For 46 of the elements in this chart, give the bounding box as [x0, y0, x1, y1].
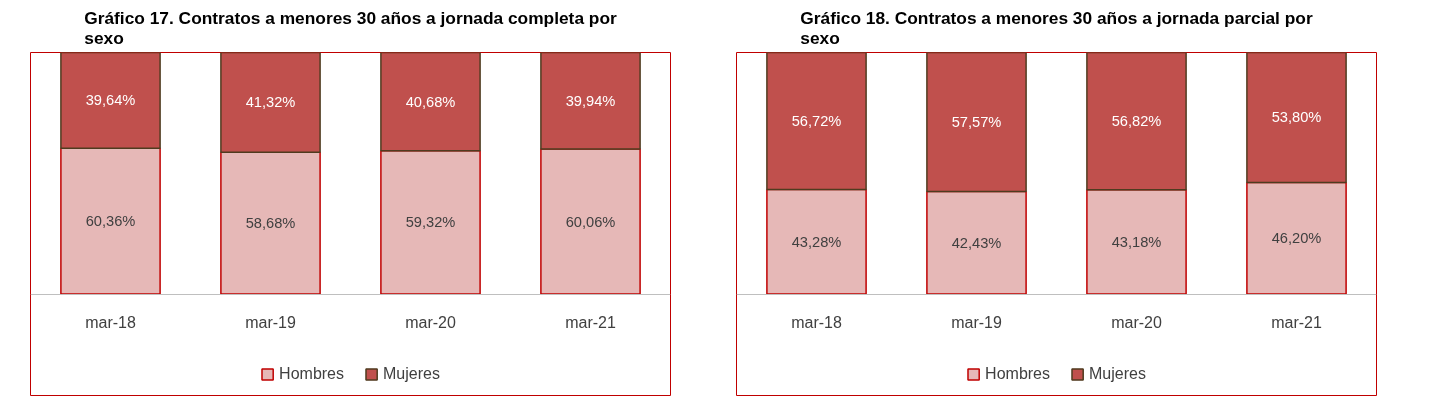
x-tick-label: mar-19 — [245, 314, 296, 332]
bar — [380, 150, 481, 295]
chart-title: Gráfico 18. Contratos a menores 30 años a jornada parcial por sexo — [800, 7, 1313, 48]
x-tick-label: mar-21 — [1271, 314, 1322, 332]
data-label: 60,06% — [565, 213, 616, 230]
bar — [1246, 52, 1347, 184]
bar — [220, 52, 321, 154]
bar — [766, 52, 867, 191]
data-label: 53,80% — [1271, 109, 1322, 126]
data-label: 39,64% — [85, 92, 136, 109]
data-label: 39,94% — [565, 92, 616, 109]
legend-label: Mujeres — [1089, 365, 1146, 383]
x-tick-label: mar-21 — [565, 314, 616, 332]
data-label: 57,57% — [951, 114, 1002, 131]
data-label: 42,43% — [951, 234, 1002, 251]
bar — [60, 147, 161, 295]
data-label: 41,32% — [245, 94, 296, 111]
data-label: 59,32% — [405, 214, 456, 231]
data-label: 40,68% — [405, 93, 456, 110]
bar — [926, 190, 1027, 295]
legend-label: Mujeres — [383, 365, 440, 383]
bar — [540, 148, 641, 295]
data-label: 56,82% — [1111, 113, 1162, 130]
legend-label: Hombres — [985, 365, 1050, 383]
bar — [1086, 189, 1187, 295]
bar — [766, 188, 867, 295]
data-label: 43,28% — [791, 233, 842, 250]
bar — [380, 52, 481, 152]
data-label: 43,18% — [1111, 233, 1162, 250]
x-tick-label: mar-18 — [791, 314, 842, 332]
data-label: 56,72% — [791, 113, 842, 129]
x-tick-label: mar-19 — [951, 314, 1002, 332]
bar — [60, 52, 161, 149]
x-tick-label: mar-20 — [405, 314, 456, 332]
bar — [926, 52, 1027, 193]
bar — [220, 151, 321, 295]
x-tick-label: mar-20 — [1111, 314, 1162, 332]
data-label: 60,36% — [85, 213, 136, 230]
bar — [1246, 181, 1347, 295]
data-label: 46,20% — [1271, 230, 1322, 247]
bar — [540, 52, 641, 150]
chart-title: Gráfico 17. Contratos a menores 30 años a jornada completa por sexo — [84, 7, 618, 48]
legend-label: Hombres — [279, 365, 344, 383]
x-tick-label: mar-18 — [85, 314, 136, 332]
data-label: 58,68% — [245, 215, 296, 232]
bar — [1086, 52, 1187, 191]
